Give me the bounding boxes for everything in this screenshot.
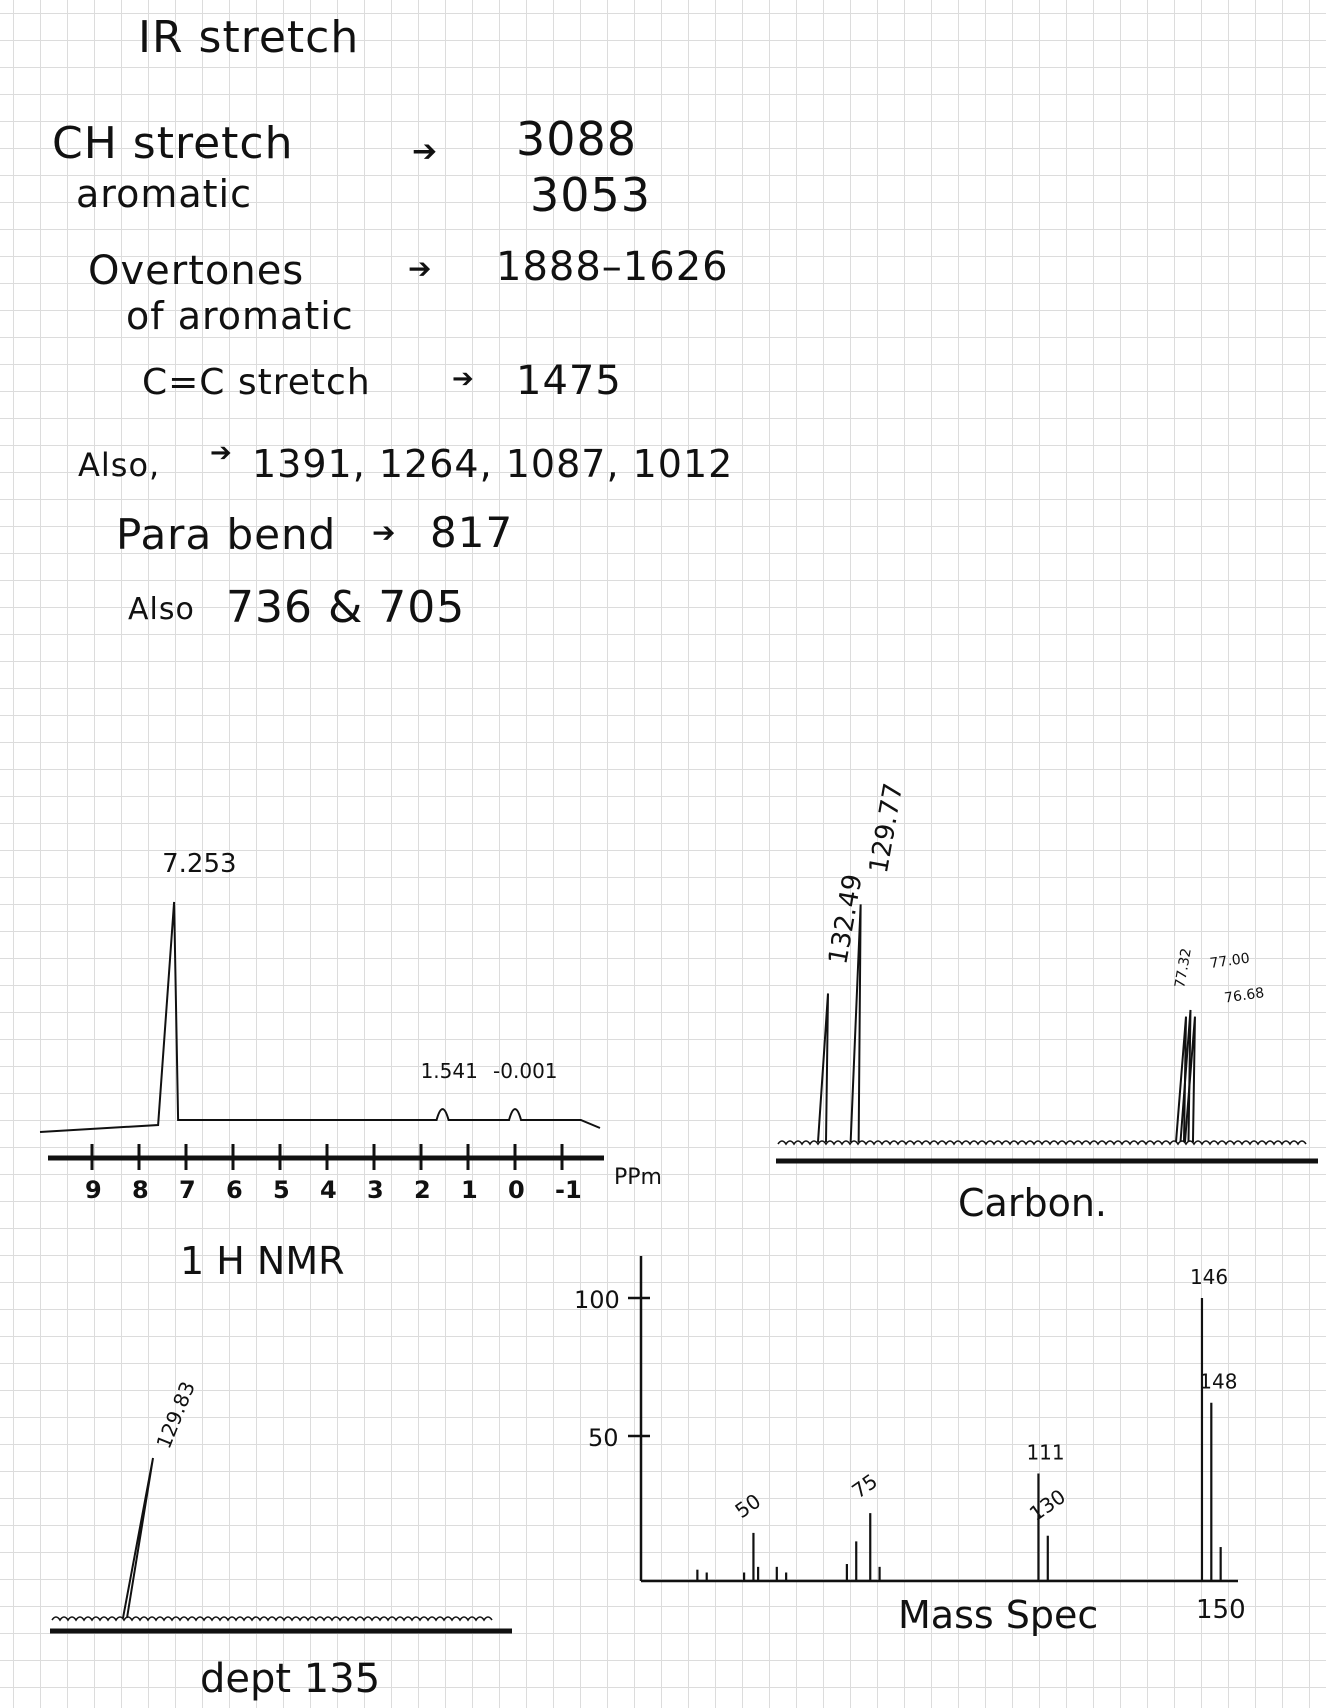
- dept-spectrum: 129.83 dept 135: [50, 1378, 512, 1702]
- hnmr-unit-label: PPm: [614, 1165, 662, 1190]
- hnmr-tick-labels: 9 8 7 6 5 4 3 2 1 0 -1: [85, 1176, 582, 1204]
- ir-also2-values: 736 & 705: [226, 582, 466, 633]
- hnmr-caption: 1 H NMR: [180, 1239, 345, 1283]
- hnmr-tick-marks: [90, 1144, 564, 1170]
- ir-also-values: 1391, 1264, 1087, 1012: [252, 442, 734, 486]
- hnmr-peak-label: 7.253: [162, 849, 236, 879]
- carbon-peak-label: 132.49: [823, 872, 868, 967]
- hnmr-tick-label: 5: [273, 1176, 290, 1204]
- ir-cc-stretch-value: 1475: [516, 358, 622, 404]
- ir-cc-stretch-label: C=C stretch: [142, 362, 371, 403]
- carbon-baseline-noise: [777, 1140, 1307, 1146]
- carbon-peak: [1183, 1016, 1196, 1143]
- ms-peaks: [696, 1298, 1222, 1581]
- ir-ch-stretch-value-1: 3088: [516, 112, 638, 166]
- carbon-peak-label: 77.00: [1209, 951, 1251, 972]
- arrow-icon: ➔: [452, 364, 475, 394]
- ir-para-bend-value: 817: [430, 508, 514, 557]
- arrow-icon: ➔: [372, 516, 397, 549]
- ir-also2-label: Also: [128, 592, 195, 627]
- dept-peak: [122, 1457, 154, 1619]
- ir-ch-stretch-sublabel: aromatic: [76, 172, 252, 216]
- ms-peak-labels: 50 75 111 130 146 148: [731, 1265, 1238, 1526]
- hnmr-peak-label: -0.001: [493, 1059, 557, 1083]
- ms-x-axis-label: Mass Spec: [898, 1593, 1098, 1637]
- dept-peaks: 129.83: [122, 1378, 200, 1619]
- ms-peak-label: 146: [1190, 1265, 1228, 1289]
- dept-baseline-noise: [51, 1616, 493, 1622]
- hnmr-trace: [39, 901, 601, 1133]
- arrow-icon: ➔: [412, 134, 439, 169]
- hnmr-spectrum: 9 8 7 6 5 4 3 2 1 0 -1 7.253 1.541 -0.001 PPm 1 H NM…: [39, 849, 662, 1283]
- hnmr-tick-label: 1: [461, 1176, 478, 1204]
- hnmr-tick-label: 7: [179, 1176, 196, 1204]
- ir-ch-stretch-label: CH stretch: [52, 118, 294, 169]
- hnmr-tick-label: 4: [320, 1176, 337, 1204]
- hnmr-tick-label: 9: [85, 1176, 102, 1204]
- carbon-peak-label: 129.77: [864, 781, 909, 876]
- ir-overtones-label: Overtones: [88, 248, 305, 294]
- ms-peak-label: 111: [1026, 1440, 1064, 1464]
- arrow-icon: ➔: [210, 438, 233, 468]
- hnmr-tick-label: 8: [132, 1176, 149, 1204]
- carbon-peak-label: 76.68: [1223, 985, 1265, 1006]
- ms-y-tick-label-100: 100: [574, 1286, 620, 1314]
- ir-ch-stretch-value-2: 3053: [530, 168, 652, 222]
- ms-y-tick-label-50: 50: [588, 1424, 619, 1452]
- ms-peak-label: 130: [1025, 1484, 1070, 1526]
- hnmr-tick-label: -1: [555, 1176, 582, 1204]
- dept-caption: dept 135: [200, 1656, 380, 1702]
- hnmr-peak-labels: 7.253 1.541 -0.001: [162, 849, 557, 1083]
- page-title: IR stretch: [138, 12, 360, 63]
- hnmr-peak-label: 1.541: [421, 1059, 478, 1083]
- mass-spec-chart: 50 100 50 75 111 130 146 148 150 Mass Spec: [574, 1256, 1246, 1637]
- ir-overtones-sublabel: of aromatic: [126, 294, 354, 338]
- carbon-peak: [849, 904, 862, 1143]
- arrow-icon: ➔: [408, 252, 433, 285]
- ir-para-bend-label: Para bend: [116, 510, 337, 559]
- ms-peak-label: 148: [1199, 1370, 1237, 1394]
- ms-peak-label: 75: [847, 1469, 882, 1503]
- hnmr-tick-label: 3: [367, 1176, 384, 1204]
- carbon-caption: Carbon.: [958, 1181, 1107, 1225]
- hnmr-tick-label: 2: [414, 1176, 431, 1204]
- ir-overtones-value: 1888–1626: [496, 244, 729, 290]
- ms-peak-label: 50: [731, 1489, 766, 1523]
- carbon-peak: [817, 993, 829, 1143]
- hnmr-tick-label: 0: [508, 1176, 525, 1204]
- hnmr-tick-label: 6: [226, 1176, 243, 1204]
- carbon-peak-label: 77.32: [1172, 947, 1195, 989]
- carbon-peak: [1175, 1016, 1187, 1143]
- ms-x-tick-label-150: 150: [1196, 1595, 1246, 1625]
- dept-peak-label: 129.83: [151, 1378, 199, 1452]
- ir-also-label: Also,: [78, 446, 161, 484]
